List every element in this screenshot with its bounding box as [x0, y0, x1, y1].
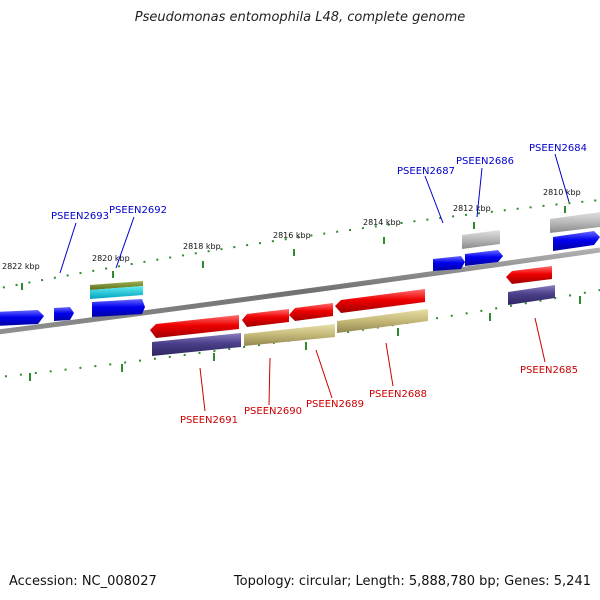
gene-label-pseen2692: PSEEN2692: [109, 205, 167, 216]
gene-arrow-pseen2690: [242, 309, 289, 327]
gene-feature-pseen2692-cyan: [90, 286, 143, 299]
gene-arrow-pseen2687: [433, 256, 465, 271]
forward-leader-lines: [59, 153, 570, 274]
gene-label-pseen2690: PSEEN2690: [244, 406, 302, 417]
gene-feature-pseen2690-khaki: [244, 324, 335, 346]
forward-gene-labels: PSEEN2693 PSEEN2692 PSEEN2687 PSEEN2686 …: [51, 143, 587, 222]
gene-arrow-pseen2694: [0, 310, 44, 326]
gene-arrow-pseen2684: [553, 231, 600, 251]
gene-arrow-pseen2692-cds: [92, 299, 145, 317]
gene-arrow-pseen2685: [506, 266, 552, 284]
map-title: Pseudomonas entomophila L48, complete ge…: [134, 10, 466, 25]
accession-label: Accession: NC_008027: [9, 574, 157, 589]
tick-label-2812: 2812 kbp: [453, 204, 491, 213]
gene-arrow-pseen2693: [54, 307, 74, 321]
reverse-gene-labels: PSEEN2691 PSEEN2690 PSEEN2689 PSEEN2688 …: [180, 365, 578, 426]
gene-feature-pseen2686-gray: [462, 230, 500, 249]
tick-label-2810: 2810 kbp: [543, 188, 581, 197]
tick-label-2820: 2820 kbp: [92, 254, 130, 263]
gene-label-pseen2684: PSEEN2684: [529, 143, 587, 154]
major-ticks-upper: [21, 206, 566, 290]
gene-feature-pseen2688-khaki: [337, 309, 428, 333]
reverse-leader-lines: [199, 317, 546, 412]
tick-labels: 2822 kbp 2820 kbp 2818 kbp 2816 kbp 2814…: [2, 188, 581, 271]
gene-arrow-pseen2686: [465, 250, 503, 266]
gene-label-pseen2686: PSEEN2686: [456, 156, 514, 167]
gene-feature-pseen2692-olive: [90, 281, 143, 290]
gene-label-pseen2688: PSEEN2688: [369, 389, 427, 400]
tick-label-2816: 2816 kbp: [273, 231, 311, 240]
gene-label-pseen2685: PSEEN2685: [520, 365, 578, 376]
gene-feature-pseen2685-purple: [508, 285, 555, 305]
genome-summary: Topology: circular; Length: 5,888,780 bp…: [233, 574, 591, 589]
gene-label-pseen2687: PSEEN2687: [397, 166, 455, 177]
gene-label-pseen2691: PSEEN2691: [180, 415, 238, 426]
tick-label-2818: 2818 kbp: [183, 242, 221, 251]
gene-feature-pseen2691-purple: [152, 333, 241, 356]
tick-label-2814: 2814 kbp: [363, 218, 401, 227]
gene-arrow-pseen2689: [289, 303, 333, 321]
reverse-gene-arrows: [150, 266, 555, 356]
tick-label-2822: 2822 kbp: [2, 262, 40, 271]
genome-backbone: [0, 247, 600, 335]
gene-arrow-pseen2691: [150, 315, 239, 338]
gene-label-pseen2693: PSEEN2693: [51, 211, 109, 222]
gene-arrow-pseen2688: [335, 289, 425, 313]
forward-gene-arrows: [0, 212, 600, 326]
gene-feature-pseen2684-gray: [550, 212, 600, 233]
gene-label-pseen2689: PSEEN2689: [306, 399, 364, 410]
major-ticks-lower: [29, 296, 581, 381]
